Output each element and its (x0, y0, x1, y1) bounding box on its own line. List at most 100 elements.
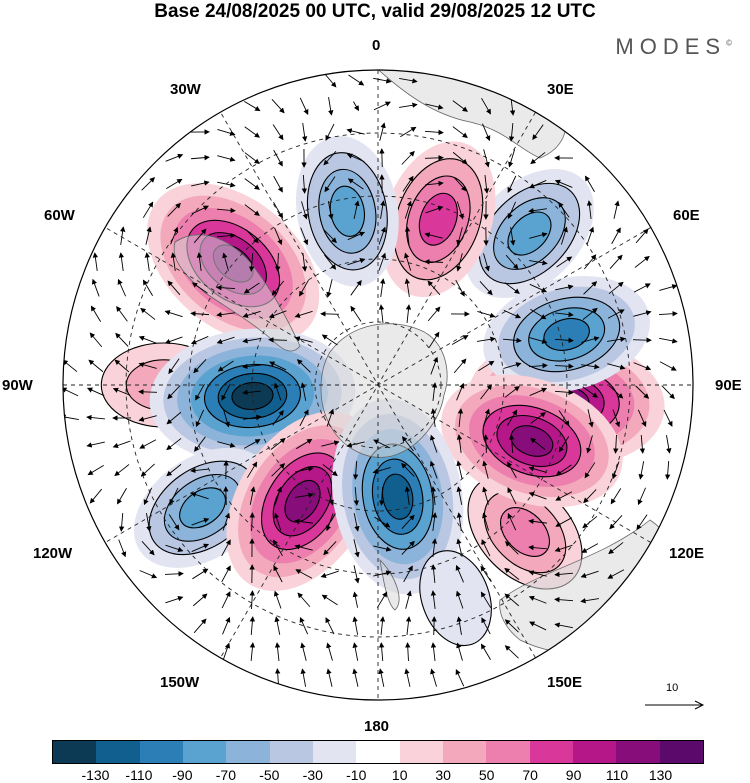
wind-arrow (141, 177, 156, 191)
wind-arrow (528, 595, 547, 604)
legend-swatch (53, 741, 97, 763)
wind-arrow (529, 337, 548, 344)
wind-arrow (271, 280, 285, 296)
wind-arrow (610, 488, 622, 505)
wind-arrow (249, 512, 255, 532)
wind-arrow (325, 513, 334, 532)
wind-arrow (480, 643, 491, 660)
anomaly-isoline (513, 296, 621, 373)
wind-arrow (249, 486, 256, 505)
legend-tick: 50 (478, 767, 495, 783)
lon-label-30w: 30W (170, 81, 201, 98)
wind-arrow (139, 439, 157, 449)
wind-arrow (274, 616, 281, 635)
wind-arrow (114, 464, 130, 477)
lon-label-90e: 90E (715, 377, 742, 394)
wind-arrow (456, 538, 463, 557)
wind-arrow (324, 254, 337, 270)
wind-arrow (404, 226, 411, 245)
wind-arrow (297, 592, 311, 608)
wind-arrow (554, 596, 574, 603)
wind-arrow (503, 309, 522, 319)
wind-arrow (190, 310, 210, 317)
wind-arrow (373, 439, 391, 449)
wind-arrow (586, 226, 595, 245)
wind-arrow (143, 487, 153, 506)
wind-arrow (580, 570, 599, 578)
wind-arrow (223, 486, 229, 506)
legend-tick: 70 (522, 767, 538, 783)
lon-label-150w: 150W (160, 674, 200, 691)
legend-swatch (312, 741, 357, 763)
wind-arrow (582, 515, 598, 529)
wind-arrow (608, 281, 624, 295)
wind-arrow (195, 383, 205, 401)
wind-arrow (274, 382, 282, 401)
legend-swatch (659, 741, 703, 763)
wind-arrow (379, 486, 385, 506)
wind-arrow (321, 334, 338, 346)
wind-arrow (505, 254, 519, 270)
legend-tick: 10 (391, 767, 408, 783)
wind-arrow (322, 464, 338, 477)
wind-arrow (245, 229, 259, 244)
wind-arrow (193, 228, 207, 244)
wind-arrow (555, 464, 572, 476)
wind-arrow (659, 337, 678, 344)
wind-arrow (529, 283, 548, 293)
wind-arrow (165, 596, 184, 604)
wind-arrow (427, 280, 441, 296)
wind-arrow (327, 201, 334, 220)
negative-anomaly-contour (330, 186, 365, 237)
wind-arrow (431, 512, 438, 531)
wind-arrow (456, 201, 464, 220)
wind-arrow (528, 518, 547, 525)
anomaly-isoline (496, 415, 568, 468)
wind-arrow (217, 181, 236, 188)
wind-arrow (296, 359, 311, 373)
wind-arrow (221, 383, 231, 401)
wind-arrow (244, 100, 261, 112)
wind-arrow (401, 436, 414, 452)
wind-arrow (165, 153, 184, 162)
wind-arrow (554, 363, 574, 369)
wind-arrow (320, 311, 340, 317)
wind-arrow (272, 124, 284, 141)
wind-arrow (274, 642, 281, 661)
wind-arrow (301, 174, 308, 194)
wind-arrow (118, 252, 125, 271)
wind-arrow (353, 486, 360, 506)
wind-arrow (431, 382, 438, 401)
wind-arrow (613, 200, 620, 219)
anomaly-isoline (231, 381, 274, 411)
wind-arrow (144, 252, 151, 271)
wind-arrow (636, 514, 648, 531)
wind-arrow (164, 571, 184, 577)
wind-arrow (194, 436, 206, 452)
wind-arrow (401, 462, 415, 477)
wind-arrow (456, 253, 463, 272)
wind-arrow (403, 565, 413, 583)
wind-arrow (633, 310, 652, 317)
wind-arrow (275, 252, 281, 272)
legend-swatch (96, 741, 140, 763)
brand-text: MODES (615, 34, 727, 59)
wind-arrow (244, 126, 261, 138)
wind-arrow (378, 642, 385, 662)
wind-arrow (529, 232, 548, 239)
wind-arrow (168, 358, 180, 375)
anomaly-isoline (507, 211, 552, 256)
legend-swatch (529, 741, 573, 763)
anomaly-isoline (418, 192, 458, 246)
lon-label-60e: 60E (673, 207, 700, 224)
wind-arrow (658, 311, 678, 317)
wind-arrow (424, 129, 444, 136)
wind-arrow (86, 387, 105, 397)
wind-arrow (555, 517, 573, 527)
wind-arrow (404, 486, 411, 505)
wind-arrow (528, 466, 547, 473)
wind-arrow (663, 409, 673, 427)
legend-swatch (572, 741, 617, 763)
wind-arrow (431, 538, 438, 557)
map-border (62, 69, 694, 701)
